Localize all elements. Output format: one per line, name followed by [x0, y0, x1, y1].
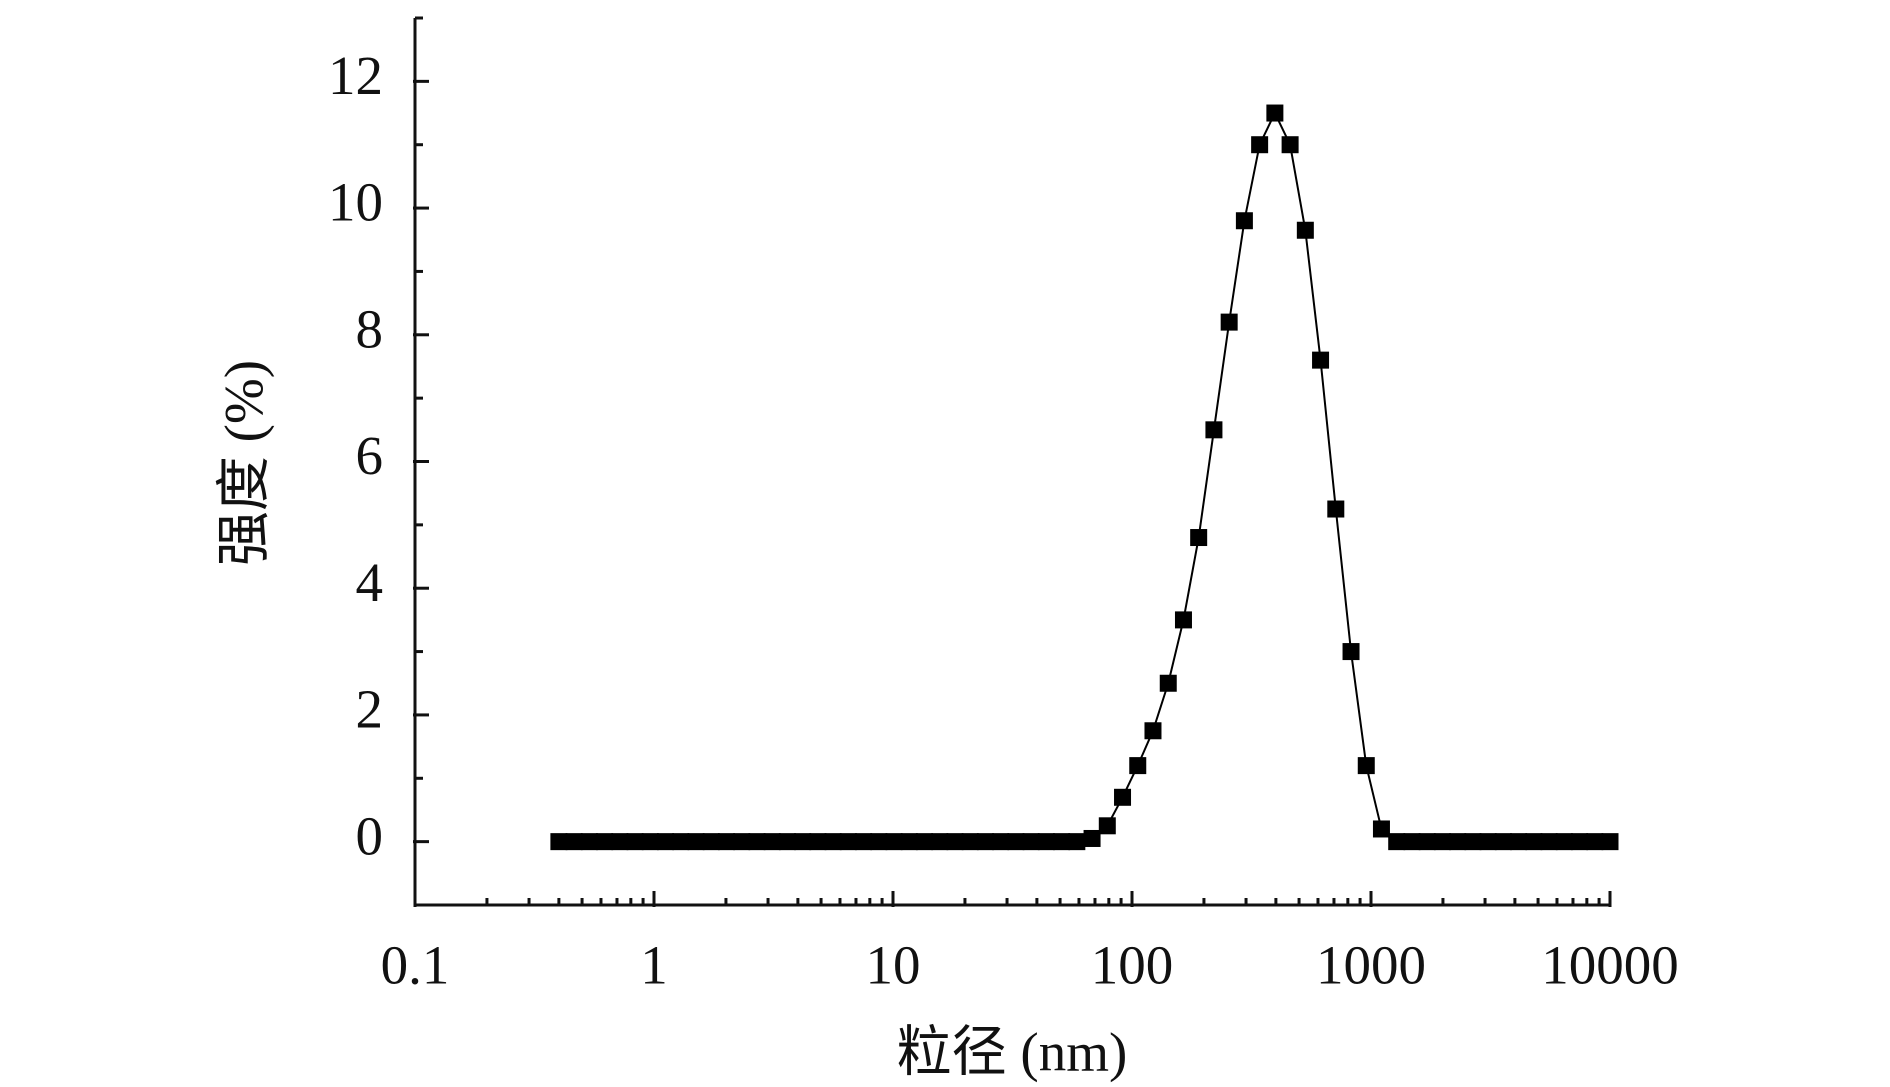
data-point [580, 833, 598, 851]
y-tick-label: 2 [356, 679, 384, 740]
data-point [641, 833, 659, 851]
data-point [550, 833, 568, 851]
data-point [1205, 421, 1223, 439]
data-point [596, 833, 614, 851]
data-point [1494, 833, 1512, 851]
data-point [946, 833, 964, 851]
data-point [1540, 833, 1558, 851]
data-point [1433, 833, 1451, 851]
data-point [1068, 833, 1086, 851]
data-point [763, 833, 781, 851]
data-point [1129, 757, 1147, 775]
data-point [1190, 529, 1208, 547]
data-point [1601, 833, 1619, 851]
data-point [1053, 833, 1071, 851]
data-point [565, 833, 583, 851]
data-point [733, 833, 751, 851]
x-tick-label: 1000 [1316, 935, 1426, 996]
x-tick-label: 100 [1091, 935, 1174, 996]
data-point [1037, 833, 1055, 851]
data-point [702, 833, 720, 851]
data-point [1510, 833, 1528, 851]
data-point [1357, 757, 1375, 775]
data-point [915, 833, 933, 851]
data-point [1251, 136, 1269, 154]
data-point [1586, 833, 1604, 851]
data-point [1312, 351, 1330, 369]
data-point [1144, 722, 1162, 740]
data-point [1449, 833, 1467, 851]
data-point [1403, 833, 1421, 851]
data-point [1098, 817, 1116, 835]
data-point [1525, 833, 1543, 851]
y-tick-label: 8 [356, 298, 384, 359]
data-point [1266, 104, 1284, 122]
data-point [1327, 500, 1345, 518]
data-point [1464, 833, 1482, 851]
data-point [1281, 136, 1299, 154]
data-point [1571, 833, 1589, 851]
data-point [1388, 833, 1406, 851]
data-point [839, 833, 857, 851]
data-point [748, 833, 766, 851]
x-tick-label: 10 [866, 935, 921, 996]
data-point [1235, 212, 1253, 230]
x-tick-label: 10000 [1541, 935, 1679, 996]
data-point [672, 833, 690, 851]
y-tick-label: 12 [328, 45, 383, 106]
data-point [1342, 643, 1360, 661]
data-point [1418, 833, 1436, 851]
y-tick-label: 0 [356, 805, 384, 866]
data-point [961, 833, 979, 851]
data-point [794, 833, 812, 851]
data-point [1007, 833, 1025, 851]
data-point [900, 833, 918, 851]
data-point [1114, 788, 1132, 806]
data-point [1083, 829, 1101, 847]
data-point [656, 833, 674, 851]
data-point [870, 833, 888, 851]
data-point [611, 833, 629, 851]
data-point [1372, 820, 1390, 838]
data-point [778, 833, 796, 851]
data-point [809, 833, 827, 851]
x-tick-label: 1 [640, 935, 668, 996]
data-point [824, 833, 842, 851]
data-point [626, 833, 644, 851]
data-point [687, 833, 705, 851]
data-point [1296, 221, 1314, 239]
data-point [1174, 611, 1192, 629]
data-point [855, 833, 873, 851]
data-point [1159, 674, 1177, 692]
data-point [885, 833, 903, 851]
data-point [1220, 313, 1238, 331]
data-point [717, 833, 735, 851]
data-point [1555, 833, 1573, 851]
data-point [1479, 833, 1497, 851]
x-tick-label: 0.1 [381, 935, 450, 996]
x-axis-label: 粒径 (nm) [897, 1022, 1128, 1083]
data-point [931, 833, 949, 851]
y-tick-label: 6 [356, 425, 384, 486]
series-line [558, 110, 1610, 843]
y-tick-label: 4 [356, 552, 384, 613]
data-point [992, 833, 1010, 851]
y-axis-label: 强度 (%) [214, 360, 275, 566]
data-point [976, 833, 994, 851]
data-point [1022, 833, 1040, 851]
y-tick-label: 10 [328, 172, 383, 233]
